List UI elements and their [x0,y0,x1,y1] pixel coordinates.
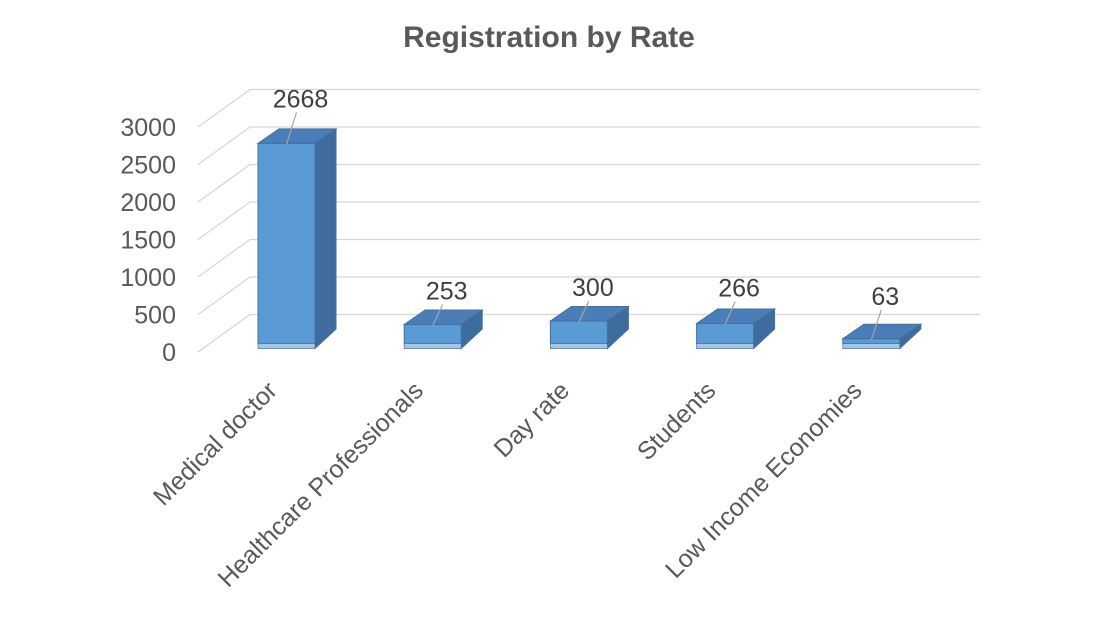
chart-title: Registration by Rate [403,21,695,54]
bar-students [696,323,755,344]
bar-bottom-lip-low-income-economies [842,343,901,349]
category-label-day-rate: Day rate [489,376,576,463]
gridline-3000 [197,88,980,128]
bar-bottom-lip-students [696,343,754,349]
gridline-2000 [197,163,980,203]
gridline-1500 [197,201,980,240]
data-label-leader-line-students [724,301,736,325]
data-label-leader-line-day-rate [578,300,590,323]
bar-medical-doctor [257,142,316,344]
data-label-low-income-economies: 63 [871,283,899,311]
data-label-leader-line-medical-doctor [285,112,298,145]
category-label-students: Students [632,376,722,466]
y-tick-label-1000: 1000 [120,264,176,292]
bar-bottom-lip-day-rate [550,343,608,349]
data-label-day-rate: 300 [572,274,614,302]
bar-day-rate [549,320,608,344]
bar-bottom-lip-medical-doctor [257,343,316,349]
y-tick-label-3000: 3000 [120,114,176,142]
data-label-leader-line-healthcare-professionals [432,304,444,326]
y-tick-label-0: 0 [162,339,176,367]
bar-side-face-medical-doctor [314,127,337,350]
gridline-2500 [197,126,980,165]
bar-healthcare-professionals [403,324,462,344]
data-label-medical-doctor: 2668 [273,85,329,113]
gridline-1000 [197,238,980,278]
data-label-students: 266 [718,275,760,303]
data-label-leader-line-low-income-economies [870,309,882,340]
y-tick-label-2000: 2000 [120,189,176,217]
bar-bottom-lip-healthcare-professionals [403,343,462,349]
y-tick-label-500: 500 [134,302,176,330]
y-tick-label-1500: 1500 [120,227,176,255]
category-label-medical-doctor: Medical doctor [148,376,283,511]
gridline-500 [197,276,980,315]
data-label-healthcare-professionals: 253 [426,278,468,306]
y-tick-label-2500: 2500 [120,152,176,180]
plot-area: 0 500 1000 1500 2000 2500 3000 2668 253 300 266 63 M… [120,85,980,593]
